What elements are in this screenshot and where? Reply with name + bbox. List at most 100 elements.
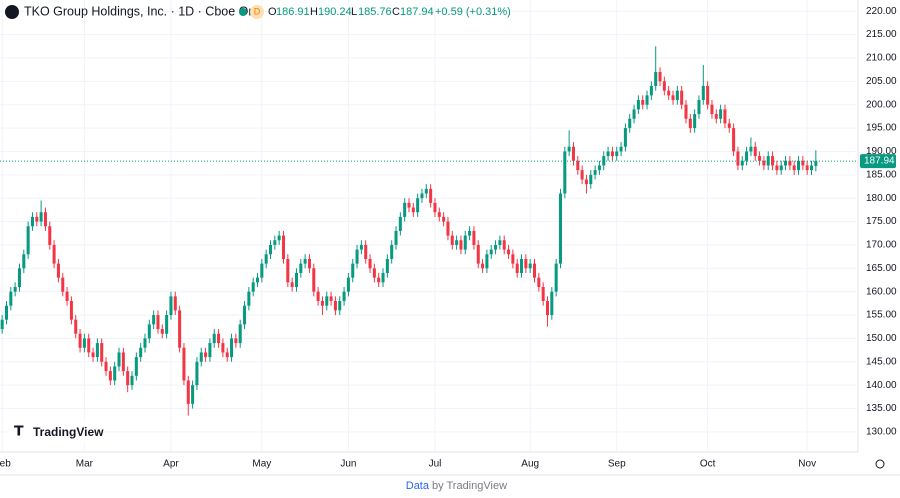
candle-body <box>91 352 95 358</box>
candle-body <box>17 268 21 287</box>
candle-body <box>719 109 723 119</box>
candle-body <box>580 170 584 180</box>
y-tick-label: 210.00 <box>866 53 897 64</box>
candle-body <box>390 244 394 259</box>
candle-body <box>498 240 502 245</box>
candle-body <box>160 329 164 334</box>
ohlc-label: L <box>351 6 357 18</box>
y-tick-label: 195.00 <box>866 123 897 134</box>
candle-body <box>74 319 78 334</box>
x-tick-label: Feb <box>0 459 11 470</box>
candle-body <box>225 352 229 358</box>
candle-body <box>234 338 238 344</box>
candle-body <box>528 263 532 269</box>
ohlc-value: 185.76 <box>358 6 392 18</box>
y-tick-label: 165.00 <box>866 263 897 274</box>
candle-body <box>299 263 303 273</box>
candle-body <box>221 343 225 353</box>
candle-body <box>381 272 385 283</box>
candle-body <box>100 343 104 362</box>
candle-body <box>684 104 688 119</box>
candle-body <box>385 258 389 273</box>
candle-body <box>290 282 294 287</box>
y-tick-label: 185.00 <box>866 169 897 180</box>
candle-body <box>186 380 190 404</box>
candle-body <box>424 188 428 194</box>
candle-body <box>502 240 506 250</box>
candle-body <box>597 165 601 171</box>
candle-body <box>429 188 433 203</box>
candle-body <box>615 151 619 157</box>
candle-body <box>264 254 268 264</box>
candle-body <box>740 160 744 166</box>
interval-badge: D <box>254 6 261 16</box>
y-tick-label: 205.00 <box>866 76 897 87</box>
candle-body <box>489 249 493 255</box>
candle-body <box>771 156 775 166</box>
candle-body <box>368 258 372 269</box>
x-tick-label: Sep <box>608 459 626 470</box>
candle-body <box>277 235 281 241</box>
candle-body <box>359 244 363 250</box>
candle-body <box>286 258 290 283</box>
candle-body <box>649 86 653 96</box>
candle-body <box>662 81 666 91</box>
x-tick-label: Mar <box>76 459 94 470</box>
candle-body <box>688 118 692 129</box>
candle-body <box>325 296 329 306</box>
x-tick-label: May <box>252 459 271 470</box>
candle-body <box>247 291 251 306</box>
ohlc-value: 186.91 <box>276 6 310 18</box>
candle-body <box>450 235 454 245</box>
last-price-label: 187.94 <box>864 156 895 167</box>
ohlc-label: O <box>268 6 277 18</box>
candle-body <box>550 291 554 316</box>
footer-text: by TradingView <box>432 480 507 492</box>
candle-body <box>554 263 558 292</box>
candle-body <box>156 315 160 330</box>
candle-body <box>680 90 684 105</box>
candle-body <box>69 301 73 320</box>
status-dot <box>239 8 247 16</box>
candle-body <box>545 301 550 316</box>
candle-body <box>437 212 441 217</box>
candle-body <box>251 282 255 292</box>
candle-body <box>256 277 260 283</box>
y-tick-label: 150.00 <box>866 333 897 344</box>
footer-link[interactable]: Data <box>406 480 430 492</box>
logo-box <box>8 420 101 444</box>
candle-body <box>641 100 645 105</box>
candle-body <box>230 338 234 358</box>
candle-body <box>532 263 537 278</box>
candle-body <box>204 352 208 358</box>
candle-body <box>727 123 731 129</box>
candle-body <box>78 333 82 348</box>
candle-body <box>9 291 13 306</box>
candle-body <box>710 104 714 115</box>
candle-body <box>468 230 472 236</box>
legend-header: TKO Group Holdings, Inc. · 1D · Cboe One… <box>5 4 511 19</box>
candle-body <box>541 286 545 302</box>
candle-body <box>143 338 147 348</box>
candle-body <box>636 100 640 110</box>
candle-body <box>320 301 324 306</box>
candle-body <box>372 268 376 278</box>
candle-body <box>147 324 151 339</box>
candle-body <box>671 95 675 101</box>
candle-body <box>723 109 727 124</box>
candle-body <box>65 291 69 302</box>
candle-body <box>307 258 311 269</box>
candle-body <box>814 161 818 166</box>
candle-body <box>108 371 112 381</box>
ohlc-value: 187.94 <box>400 6 434 18</box>
candle-body <box>809 165 814 171</box>
candle-body <box>706 86 710 105</box>
candle-body <box>693 114 697 129</box>
candle-body <box>342 291 346 302</box>
candle-body <box>788 160 792 166</box>
candle-body <box>433 202 437 213</box>
candle-body <box>658 71 662 82</box>
y-tick-label: 215.00 <box>866 29 897 40</box>
settings-icon[interactable] <box>875 459 885 469</box>
